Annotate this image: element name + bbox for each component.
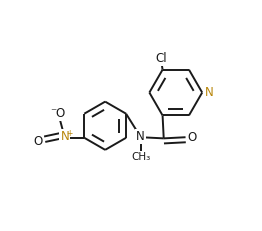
Text: N: N: [136, 130, 145, 143]
Text: CH₃: CH₃: [131, 152, 150, 162]
Text: O: O: [56, 107, 65, 120]
Text: +: +: [67, 129, 73, 138]
Text: O: O: [34, 135, 43, 149]
Text: N: N: [61, 130, 69, 143]
Text: O: O: [187, 131, 196, 144]
Text: ⁻: ⁻: [50, 106, 56, 119]
Text: Cl: Cl: [156, 52, 167, 65]
Text: N: N: [205, 86, 214, 99]
